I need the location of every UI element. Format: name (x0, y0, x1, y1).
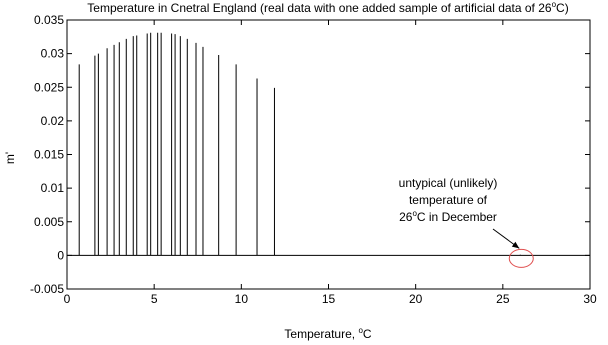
x-tick-label: 25 (496, 292, 510, 306)
x-tick-label: 20 (409, 292, 423, 306)
x-tick-label: 30 (583, 292, 597, 306)
x-tick-label: 5 (151, 292, 158, 306)
y-axis-ticks: -0.005 0 0.005 0.01 0.015 0.02 0.025 0.03 0.035 (30, 13, 590, 296)
y-tick-label: -0.005 (30, 282, 64, 296)
highlight-circle (508, 248, 534, 268)
y-tick-label: 0.02 (41, 114, 65, 128)
x-tick-label: 10 (235, 292, 249, 306)
plot-frame (66, 19, 591, 290)
y-tick-label: 0.03 (41, 47, 65, 61)
stem-series (78, 32, 521, 256)
y-tick-label: 0.035 (34, 13, 64, 27)
annotation-line-2: temperature of (409, 193, 488, 207)
chart-title: Temperature in Cnetral England (real dat… (87, 0, 568, 15)
y-tick-label: 0.005 (34, 215, 64, 229)
x-tick-label: 15 (322, 292, 336, 306)
y-tick-label: 0 (57, 248, 64, 262)
y-tick-label: 0.015 (34, 148, 64, 162)
x-tick-label: 0 (64, 292, 71, 306)
y-axis-label: m' (3, 152, 17, 164)
annotation-line-1: untypical (unlikely) (399, 176, 498, 190)
y-tick-label: 0.025 (34, 80, 64, 94)
x-axis-ticks: 0 5 10 15 20 25 30 (64, 20, 597, 306)
y-tick-label: 0.01 (41, 181, 65, 195)
x-axis-label: Temperature, oC (284, 326, 372, 341)
annotation-line-3: 26oC in December (399, 209, 497, 224)
annotation-arrowhead (511, 241, 520, 249)
annotation: untypical (unlikely) temperature of 26oC… (399, 176, 534, 268)
